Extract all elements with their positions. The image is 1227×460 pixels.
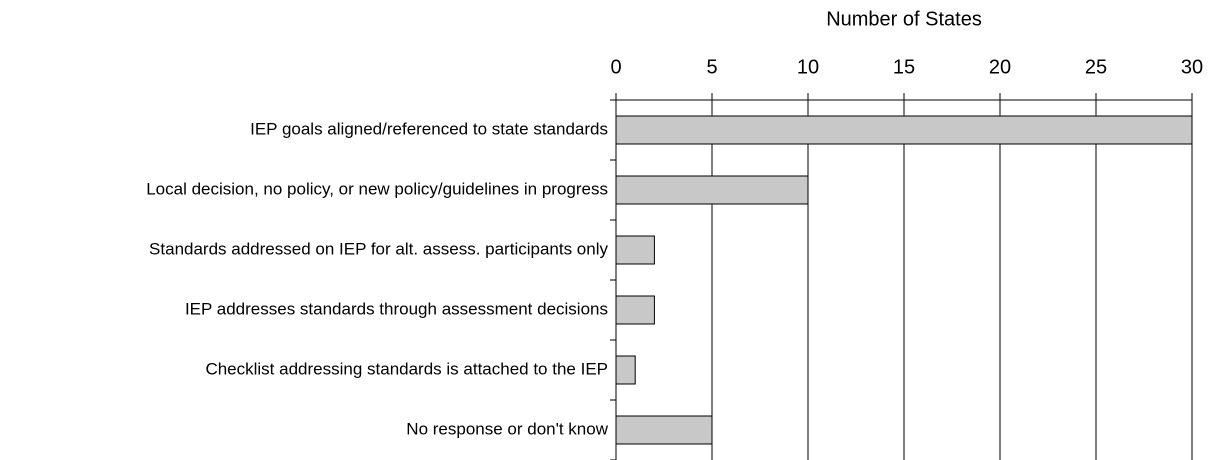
x-tick-label: 10 [797, 56, 819, 78]
x-tick-label: 15 [893, 56, 915, 78]
x-tick-label: 30 [1181, 56, 1203, 78]
category-label: Local decision, no policy, or new policy… [146, 179, 608, 198]
bar [615, 415, 713, 445]
bar [615, 355, 636, 385]
axis-title: Number of States [826, 8, 982, 30]
x-tick-label: 5 [706, 56, 717, 78]
bar [615, 295, 655, 325]
category-label: Checklist addressing standards is attach… [205, 359, 608, 378]
x-tick-label: 0 [610, 56, 621, 78]
category-label: Standards addressed on IEP for alt. asse… [149, 239, 608, 258]
category-label: IEP addresses standards through assessme… [185, 299, 608, 318]
x-tick-label: 20 [989, 56, 1011, 78]
x-tick-label: 25 [1085, 56, 1107, 78]
bar [615, 115, 1193, 145]
bar [615, 175, 809, 205]
bar [615, 235, 655, 265]
category-label: IEP goals aligned/referenced to state st… [250, 119, 608, 138]
category-label: No response or don't know [406, 419, 608, 438]
